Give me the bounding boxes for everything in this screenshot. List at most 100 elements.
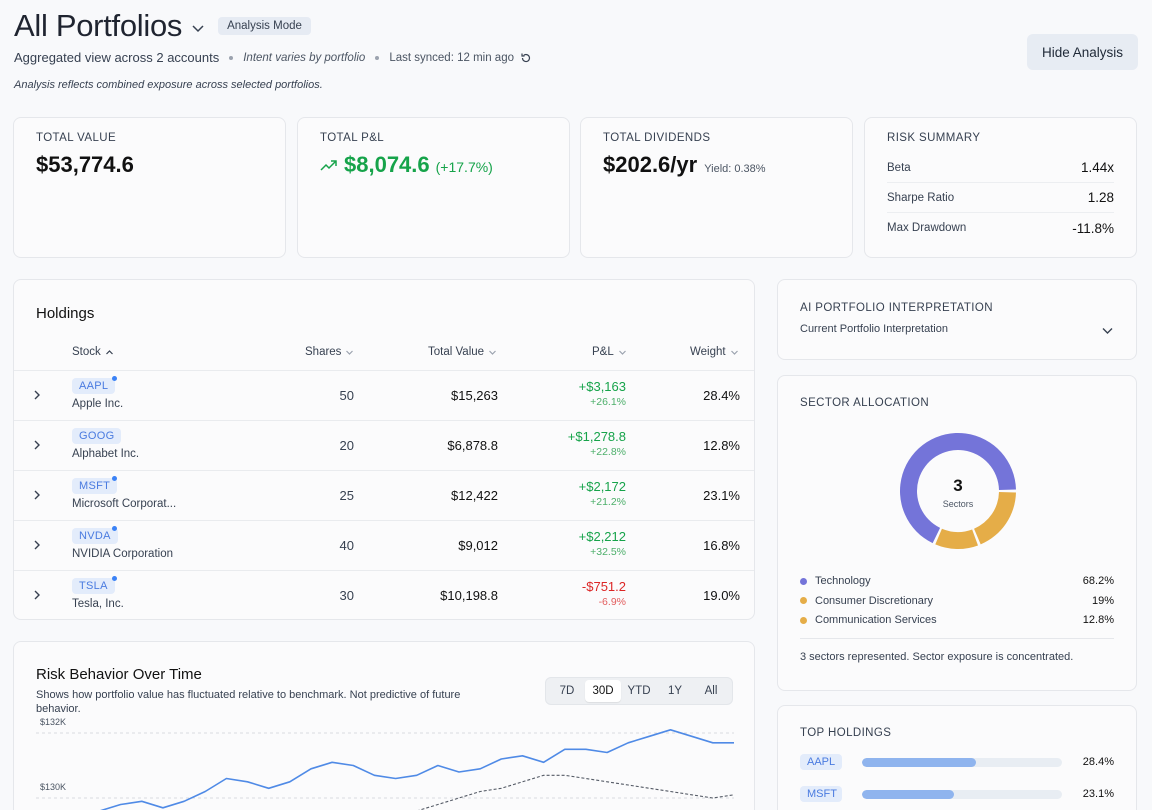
chevron-right-icon[interactable] — [31, 489, 43, 501]
ticker-badge[interactable]: NVDA — [72, 528, 118, 544]
separator-dot — [375, 55, 380, 60]
table-row[interactable]: AAPL Apple Inc. 50 $15,263 +$3,163 +26.1% 28.4… — [14, 371, 754, 421]
total-dividends-card: TOTAL DIVIDENDS $202.6/yr Yield: 0.38% — [580, 117, 853, 258]
range-button-all[interactable]: All — [704, 685, 718, 697]
weight-cell: 28.4% — [703, 388, 740, 403]
refresh-icon[interactable] — [520, 52, 532, 64]
range-button-30d[interactable]: 30D — [585, 680, 621, 702]
sector-note: 3 sectors represented. Sector exposure i… — [800, 638, 1114, 663]
weight-bar — [862, 757, 1062, 767]
table-row[interactable]: MSFT Microsoft Corporat... 25 $12,422 +$2,17… — [14, 471, 754, 521]
chevron-down-icon — [346, 350, 354, 355]
total-value-cell: $12,422 — [451, 488, 498, 503]
sector-count-label: Sectors — [942, 499, 974, 509]
range-button-7d[interactable]: 7D — [559, 685, 575, 697]
top-holdings-label: TOP HOLDINGS — [800, 727, 892, 739]
benchmark-line — [418, 774, 735, 810]
table-row[interactable]: NVDA NVIDIA Corporation 40 $9,012 +$2,212 +32… — [14, 521, 754, 571]
chevron-right-icon[interactable] — [31, 439, 43, 451]
total-value: $53,774.6 — [36, 152, 134, 177]
y-tick-label: $132K — [40, 717, 66, 727]
risk-metric-value: -11.8% — [1072, 220, 1114, 236]
status-dot — [112, 526, 117, 531]
risk-row-beta: Beta 1.44x — [887, 153, 1114, 183]
sector-allocation-label: SECTOR ALLOCATION — [800, 397, 930, 409]
donut-slice[interactable] — [900, 433, 1016, 544]
holdings-card: Holdings Stock Shares Total Value P&L We… — [13, 279, 755, 620]
column-label: Total Value — [428, 346, 485, 358]
sector-percent: 12.8% — [1082, 614, 1114, 626]
company-name: Apple Inc. — [72, 398, 124, 410]
weight-bar-fill — [862, 789, 955, 799]
ai-interpretation-card[interactable]: AI PORTFOLIO INTERPRETATION Current Port… — [777, 279, 1137, 360]
table-row[interactable]: TSLA Tesla, Inc. 30 $10,198.8 -$751.2 -6.9% 19… — [14, 571, 754, 621]
analysis-mode-badge: Analysis Mode — [218, 17, 311, 35]
risk-metric-value: 1.28 — [1087, 190, 1114, 205]
header-divider — [14, 370, 754, 371]
hide-analysis-button[interactable]: Hide Analysis — [1027, 34, 1138, 70]
intent-text: Intent varies by portfolio — [243, 51, 366, 64]
trending-up-icon — [320, 160, 337, 171]
ai-interpretation-subtitle: Current Portfolio Interpretation — [800, 323, 948, 335]
risk-summary-label: RISK SUMMARY — [887, 132, 981, 144]
weight-cell: 12.8% — [703, 438, 740, 453]
sector-name: Technology — [815, 575, 871, 587]
pl-percent-cell: -6.9% — [598, 596, 626, 608]
chevron-down-icon — [730, 350, 738, 355]
top-holding-row[interactable]: MSFT 23.1% — [800, 785, 1114, 803]
risk-chart-description: Shows how portfolio value has fluctuated… — [36, 689, 461, 715]
legend-swatch — [800, 577, 807, 585]
chevron-right-icon[interactable] — [31, 539, 43, 551]
weight-cell: 19.0% — [703, 588, 740, 603]
aggregate-text: Aggregated view across 2 accounts — [14, 50, 220, 65]
company-name: NVIDIA Corporation — [72, 548, 173, 560]
risk-chart-title: Risk Behavior Over Time — [36, 666, 202, 683]
shares-cell: 30 — [339, 588, 354, 603]
ticker-badge[interactable]: TSLA — [72, 578, 115, 594]
column-header-pl[interactable]: P&L — [592, 346, 627, 358]
weight-bar — [862, 789, 1062, 799]
shares-cell: 25 — [339, 488, 354, 503]
y-tick-label: $130K — [40, 782, 66, 792]
total-value-cell: $10,198.8 — [440, 588, 498, 603]
total-value-cell: $6,878.8 — [447, 438, 498, 453]
ticker-badge[interactable]: MSFT — [72, 478, 118, 494]
weight-bar-fill — [862, 757, 976, 767]
risk-chart-card: Risk Behavior Over Time Shows how portfo… — [13, 641, 755, 810]
range-button-1y[interactable]: 1Y — [667, 685, 683, 697]
sector-legend-item: Technology 68.2% — [800, 574, 1114, 588]
ticker-badge[interactable]: AAPL — [800, 754, 842, 770]
range-selector: 7D 30D YTD 1Y All — [545, 677, 733, 705]
chevron-right-icon[interactable] — [31, 389, 43, 401]
column-header-shares[interactable]: Shares — [305, 346, 354, 358]
pl-percent-cell: +22.8% — [590, 446, 626, 458]
chevron-down-icon[interactable] — [1101, 324, 1114, 337]
column-header-stock[interactable]: Stock — [72, 346, 114, 358]
donut-slice[interactable] — [974, 492, 1016, 545]
top-holding-row[interactable]: AAPL 28.4% — [800, 753, 1114, 771]
donut-slice[interactable] — [935, 528, 978, 549]
portfolio-line — [100, 729, 734, 810]
column-header-weight[interactable]: Weight — [690, 346, 739, 358]
column-header-total-value[interactable]: Total Value — [428, 346, 497, 358]
pl-percent-cell: +21.2% — [590, 496, 626, 508]
range-button-ytd[interactable]: YTD — [627, 685, 651, 697]
column-label: P&L — [592, 346, 614, 358]
chevron-right-icon[interactable] — [31, 589, 43, 601]
ticker-badge[interactable]: AAPL — [72, 378, 116, 394]
status-dot — [112, 376, 117, 381]
table-row[interactable]: GOOG Alphabet Inc. 20 $6,878.8 +$1,278.8 +22.… — [14, 421, 754, 471]
chevron-up-icon — [105, 349, 113, 354]
ticker-badge[interactable]: MSFT — [800, 786, 842, 802]
column-label: Stock — [72, 346, 101, 358]
legend-swatch — [800, 597, 807, 604]
legend-swatch — [800, 616, 807, 624]
page-title: All Portfolios — [14, 8, 183, 43]
sector-percent: 19% — [1091, 594, 1114, 607]
pl-cell: +$3,163 — [578, 379, 626, 394]
total-value-cell: $15,263 — [451, 388, 498, 403]
chevron-down-icon[interactable] — [190, 20, 206, 36]
ticker-badge[interactable]: GOOG — [72, 428, 122, 444]
holdings-title: Holdings — [36, 305, 95, 322]
pl-percent-cell: +32.5% — [590, 546, 626, 558]
